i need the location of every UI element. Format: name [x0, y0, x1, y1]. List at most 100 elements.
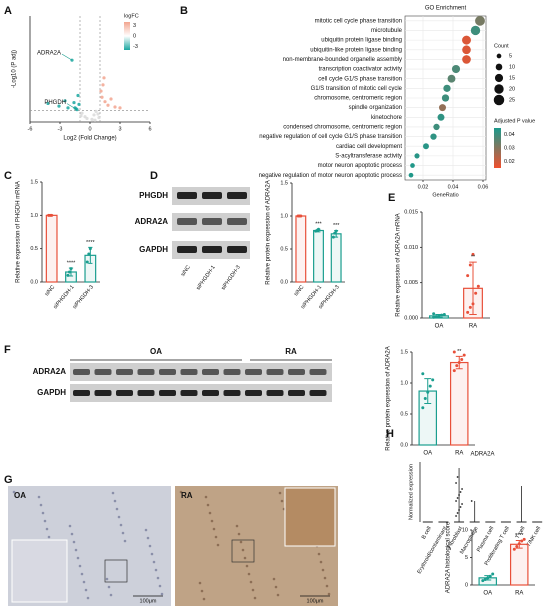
colorbar-tick-label: 3	[133, 23, 136, 29]
blot-row-label: ADRA2A	[33, 367, 67, 376]
cell	[247, 572, 251, 576]
y-axis-label: Relative protein expression of ADRA2A	[386, 346, 392, 450]
cell	[144, 528, 148, 532]
data-point	[466, 310, 470, 314]
data-point	[431, 378, 435, 382]
cell	[160, 592, 164, 596]
data-point	[63, 99, 67, 103]
data-point	[459, 491, 462, 493]
data-point	[515, 545, 519, 548]
legend-dot	[493, 94, 505, 106]
blot-band	[223, 369, 241, 375]
data-point	[66, 273, 70, 277]
data-point	[106, 103, 110, 107]
panel-label: H	[386, 428, 394, 440]
cell	[84, 588, 88, 592]
data-point	[452, 369, 456, 373]
cell	[158, 584, 162, 588]
y-tick-label: 1.0	[280, 213, 288, 219]
legend-dot	[496, 53, 502, 59]
data-point	[456, 497, 459, 499]
y-tick-label: 0.015	[404, 209, 418, 215]
cell	[43, 519, 47, 523]
bar	[295, 215, 307, 283]
x-tick-label: RA	[455, 451, 463, 457]
scale-bar-label: 100μm	[140, 598, 157, 604]
data-point	[97, 115, 101, 120]
data-point	[522, 537, 526, 541]
panel-label: G	[4, 474, 13, 486]
cell	[210, 519, 214, 523]
legend-dot	[494, 73, 504, 83]
cell	[249, 580, 253, 584]
category-label: ubiquitin protein ligase binding	[321, 38, 402, 44]
cell	[278, 491, 282, 495]
blot-band	[137, 369, 155, 375]
y-tick-label: 1.5	[30, 179, 38, 185]
legend-title: Count	[494, 43, 509, 49]
data-point	[466, 274, 470, 278]
blot-band	[159, 369, 176, 375]
y-axis-label: Relative expression of PHGDH mRNA	[16, 181, 22, 283]
data-point	[72, 100, 76, 105]
dot	[430, 133, 437, 140]
blot-row-label: GAPDH	[37, 388, 66, 397]
blot-band	[180, 369, 198, 375]
x-tick-label: RA	[469, 324, 477, 330]
blot-band	[94, 369, 112, 375]
cell	[150, 552, 154, 556]
blot-row-label: PHGDH	[139, 191, 168, 200]
data-point	[102, 76, 106, 80]
data-point	[113, 105, 117, 109]
y-tick-label: 0.0	[280, 279, 288, 285]
legend-title: Adjusted P value	[494, 118, 535, 124]
cell	[272, 577, 276, 581]
y-axis-label: ADRA2A histological score	[446, 521, 452, 593]
y-axis-label: Relative expression of ADRA2A mRNA	[396, 213, 402, 316]
y-tick-label: 0.000	[404, 315, 418, 321]
data-point	[96, 112, 100, 116]
data-point	[460, 357, 464, 361]
category-label: spindle organization	[349, 105, 402, 111]
x-tick-label: 0.06	[478, 184, 489, 190]
data-point	[428, 384, 432, 388]
blot-band	[309, 390, 327, 396]
cell	[156, 576, 160, 580]
cell	[274, 585, 278, 589]
x-tick-label: 6	[148, 126, 151, 132]
dot	[410, 163, 415, 168]
cell	[41, 511, 45, 515]
cell	[121, 531, 125, 535]
y-tick-label: 0.005	[404, 280, 418, 286]
data-point	[488, 574, 492, 578]
dot	[439, 104, 446, 112]
significance: ****	[67, 260, 76, 266]
blot-band	[180, 390, 198, 396]
x-tick-label: 0	[88, 126, 91, 132]
y-tick-label: 0.5	[280, 246, 288, 252]
annotation: ADRA2A	[37, 51, 61, 57]
panel-label: A	[4, 5, 12, 17]
cell	[152, 560, 156, 564]
cell	[107, 585, 111, 589]
cell	[80, 572, 84, 576]
chart-title: GO Enrichment	[425, 6, 467, 12]
y-axis-label: -Log10 (P adj)	[12, 50, 18, 88]
cell	[111, 491, 115, 495]
error-bar	[469, 261, 477, 315]
x-tick-label: OA	[483, 591, 492, 597]
category-label: microtubule	[371, 28, 403, 34]
cell	[319, 560, 323, 564]
cell	[253, 596, 257, 600]
bar	[509, 543, 529, 586]
data-point	[88, 247, 92, 251]
data-point	[69, 267, 73, 271]
cell	[325, 584, 329, 588]
data-point	[456, 476, 459, 478]
panel-label: D	[150, 170, 158, 182]
data-point	[474, 291, 478, 295]
dot	[475, 15, 485, 26]
blot-band	[177, 192, 197, 199]
x-tick-label: 3	[118, 126, 121, 132]
blot-band	[73, 390, 90, 396]
